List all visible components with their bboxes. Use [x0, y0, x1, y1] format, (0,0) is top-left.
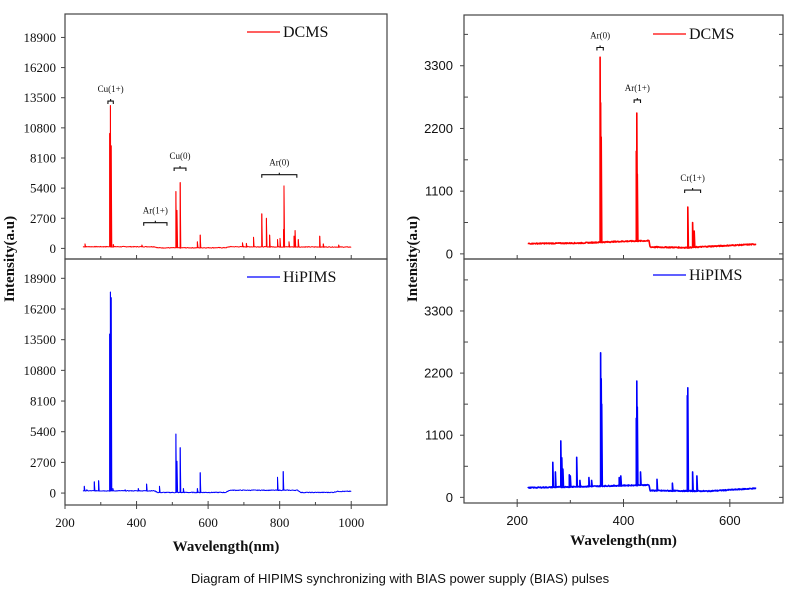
y-tick-label: 5400: [30, 181, 56, 196]
y-tick-label: 16200: [24, 60, 57, 75]
annotation-bracket: [173, 166, 187, 172]
y-axis-title: Intensity(a.u): [2, 216, 18, 302]
annotation-bracket: [107, 99, 114, 105]
legend-label: HiPIMS: [689, 267, 742, 284]
annotation-bracket: [684, 188, 702, 194]
chart-panel-right: 0 1100 2200 3300 DCMS Ar(0) Ar(1+) Cr(1+) 0 1100 2…: [405, 14, 784, 549]
y-tick-label: 2700: [30, 455, 56, 470]
annotation-label: Cu(0): [170, 151, 191, 161]
y-tick-label: 1100: [425, 428, 453, 443]
annotation-bracket: [633, 97, 642, 103]
y-tick-label: 2200: [424, 366, 453, 381]
y-tick-label: 13500: [24, 332, 57, 347]
annotation-bracket: [143, 220, 168, 226]
legend-label: DCMS: [283, 24, 328, 41]
y-tick-label: 18900: [24, 271, 57, 286]
annotation-label: Cr(1+): [680, 173, 705, 183]
x-axis-title: Wavelength(nm): [570, 533, 677, 549]
y-tick-label: 0: [50, 486, 57, 501]
x-axis-title: Wavelength(nm): [173, 539, 280, 555]
y-axis-title: Intensity(a.u): [405, 216, 421, 302]
y-tick-label: 2200: [424, 121, 453, 136]
plot-frame: [64, 258, 388, 506]
series-line-hipims: [82, 291, 352, 494]
y-tick-label: 8100: [30, 394, 56, 409]
plot-frame: [463, 258, 784, 504]
y-tick-label: 2700: [30, 211, 56, 226]
series-line-dcms: [82, 105, 352, 249]
annotation-label: Ar(0): [269, 158, 289, 168]
subplot-dcms: 0 1100 2200 3300 DCMS Ar(0) Ar(1+) Cr(1+): [424, 14, 784, 261]
y-tick-label: 3300: [424, 58, 453, 73]
subplot-hipims: 0 1100 2200 3300 HiPIMS: [424, 258, 784, 505]
legend-label: DCMS: [689, 26, 734, 43]
y-tick-label: 16200: [24, 301, 57, 316]
y-tick-label: 3300: [424, 303, 453, 318]
annotation-label: Ar(1+): [625, 83, 650, 93]
y-tick-label: 0: [446, 490, 453, 505]
x-tick-label: 600: [719, 513, 741, 528]
annotation-bracket: [596, 45, 604, 51]
figure-caption: Diagram of HIPIMS synchronizing with BIA…: [190, 571, 610, 586]
x-tick-label: 200: [506, 513, 528, 528]
series-line-dcms: [527, 56, 757, 249]
annotation-label: Ar(0): [590, 30, 610, 40]
subplot-dcms: 0 2700 5400 8100 10800 13500 16200 18900 DCMS Cu(…: [24, 13, 388, 260]
annotation-label: Cu(1+): [98, 84, 124, 94]
y-tick-label: 8100: [30, 150, 56, 165]
y-tick-label: 1100: [425, 184, 453, 199]
chart-panel-left: 0 2700 5400 8100 10800 13500 16200 18900 DCMS Cu(…: [2, 13, 388, 555]
annotation-bracket: [261, 172, 298, 178]
plot-frame: [64, 13, 388, 260]
legend-label: HiPIMS: [283, 269, 336, 286]
y-tick-label: 0: [446, 246, 453, 261]
y-tick-label: 13500: [24, 90, 57, 105]
y-tick-label: 0: [50, 241, 57, 256]
x-tick-label: 400: [127, 515, 147, 530]
x-tick-label: 200: [55, 515, 75, 530]
y-tick-label: 10800: [24, 120, 57, 135]
x-tick-label: 800: [270, 515, 290, 530]
y-tick-label: 5400: [30, 424, 56, 439]
annotation-label: Ar(1+): [143, 206, 168, 216]
subplot-hipims: 0 2700 5400 8100 10800 13500 16200 18900 HiPIMS: [24, 258, 388, 506]
x-tick-label: 400: [613, 513, 635, 528]
x-tick-label: 1000: [338, 515, 364, 530]
plot-frame: [463, 14, 784, 260]
x-tick-label: 600: [198, 515, 218, 530]
y-tick-label: 10800: [24, 363, 57, 378]
y-tick-label: 18900: [24, 30, 57, 45]
